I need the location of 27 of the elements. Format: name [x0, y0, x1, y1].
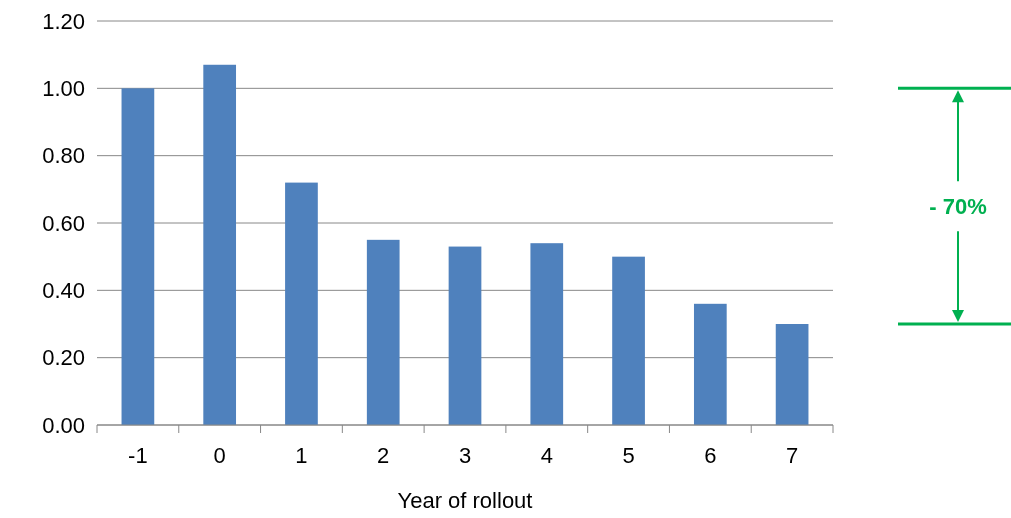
bar	[203, 64, 237, 425]
bar	[285, 182, 318, 425]
y-tick-label: 0.20	[42, 345, 85, 371]
bar	[775, 324, 809, 425]
bar	[693, 303, 727, 425]
bar	[121, 88, 155, 425]
y-tick-label: 1.20	[42, 8, 85, 34]
x-tick-label: 6	[704, 443, 717, 468]
x-tick-label: 0	[213, 443, 226, 468]
y-tick-label: 0.00	[42, 412, 85, 438]
x-tick-label: 7	[785, 443, 799, 468]
y-tick-label: 1.00	[42, 76, 85, 102]
bar	[612, 256, 645, 425]
x-tick-label: 4	[540, 443, 553, 468]
x-tick-label: 1	[295, 443, 308, 468]
y-tick-label: 0.40	[42, 278, 85, 304]
bar	[448, 246, 482, 425]
y-tick-label: 0.80	[42, 143, 85, 169]
x-axis-title: Year of rollout	[397, 488, 533, 513]
x-tick-label: -1	[128, 443, 148, 468]
bar	[530, 243, 564, 425]
x-tick-label: 2	[377, 443, 390, 468]
y-tick-label: 0.60	[42, 210, 85, 236]
x-tick-label: 3	[458, 443, 472, 468]
bar	[366, 239, 400, 425]
x-tick-label: 5	[622, 443, 635, 468]
text: - 70%	[929, 193, 987, 219]
